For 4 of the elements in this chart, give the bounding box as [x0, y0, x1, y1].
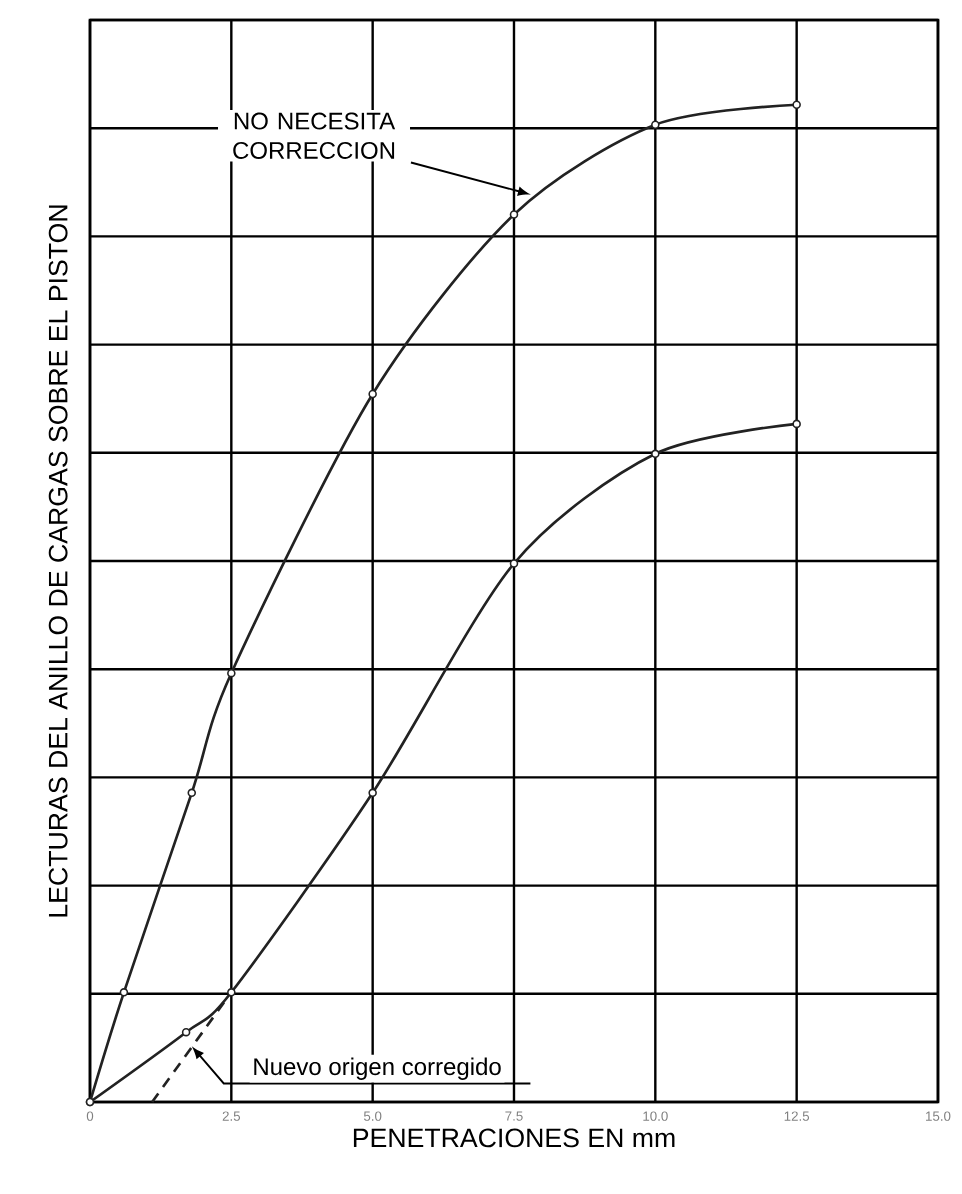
annotation: Nuevo origen corregido [254, 1057, 501, 1080]
x-axis-title: PENETRACIONES EN mm [353, 1128, 675, 1148]
annotation: NO NECESITA CORRECCION [233, 112, 396, 159]
y-axis-title: LECTURAS DEL ANILLO DE CARGAS SOBRE EL PISTON [48, 205, 68, 917]
